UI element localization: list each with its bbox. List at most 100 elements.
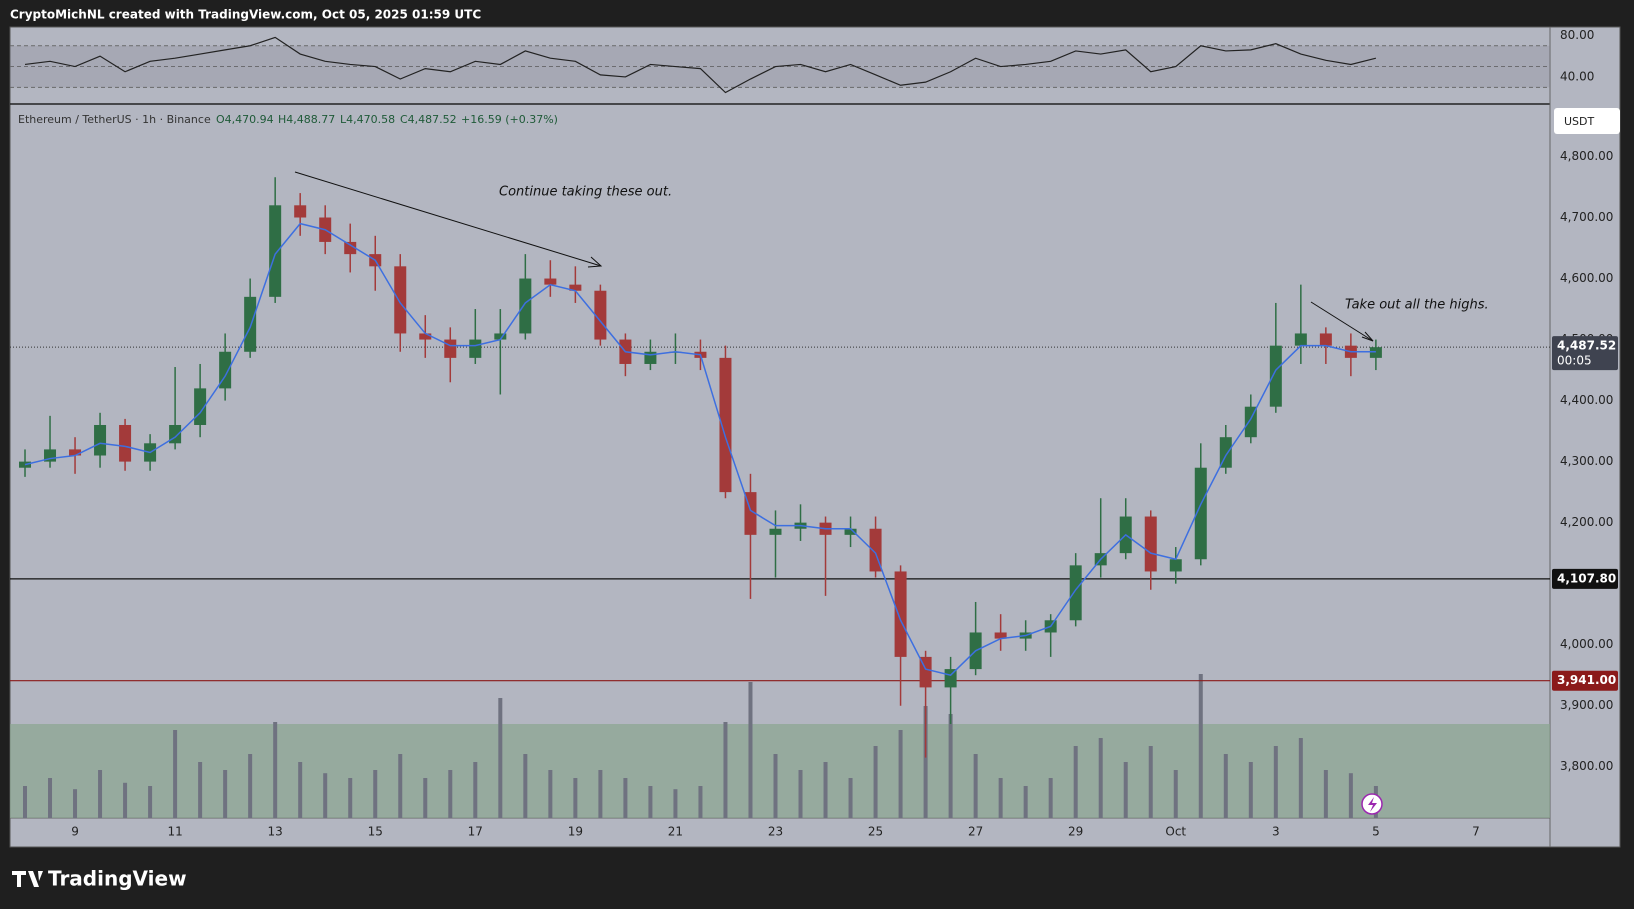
- volume-bar: [873, 746, 878, 818]
- volume-bar: [1348, 773, 1353, 818]
- candle-body: [219, 351, 232, 389]
- volume-bar: [623, 778, 628, 818]
- x-tick-label: 11: [167, 825, 182, 839]
- volume-bar: [848, 778, 853, 818]
- level-label-box: [1552, 670, 1618, 691]
- volume-bar: [798, 770, 803, 818]
- x-tick-label: 13: [268, 825, 283, 839]
- volume-bar: [948, 714, 953, 818]
- volume-bar: [1223, 754, 1228, 818]
- candle-body: [294, 205, 307, 218]
- volume-bar: [998, 778, 1003, 818]
- volume-bar: [898, 730, 903, 818]
- volume-bar: [473, 762, 478, 818]
- volume-bar: [748, 682, 753, 818]
- candle-body: [544, 278, 557, 285]
- volume-bar: [98, 770, 103, 818]
- x-tick-label: 25: [868, 825, 883, 839]
- y-tick-label: 4,000.00: [1560, 637, 1613, 651]
- candle-body: [944, 669, 957, 688]
- volume-bar: [673, 789, 678, 818]
- volume-bar: [273, 722, 278, 818]
- volume-bar: [523, 754, 528, 818]
- volume-bar: [373, 770, 378, 818]
- candle-body: [244, 296, 257, 352]
- candle-body: [994, 632, 1007, 639]
- change: +16.59 (+0.37%): [461, 113, 558, 126]
- arrow-head: [587, 256, 603, 268]
- currency[interactable]: USDT: [1564, 115, 1595, 128]
- volume-bar: [723, 722, 728, 818]
- volume-bar: [1273, 746, 1278, 818]
- volume-bar: [248, 754, 253, 818]
- symbol: Ethereum / TetherUS · 1h · Binance: [18, 113, 211, 126]
- level-label: 3,941.00: [1557, 673, 1616, 687]
- ohlc-high: H4,488.77: [278, 113, 335, 126]
- level-label-box: [1552, 568, 1618, 589]
- candle-body: [1319, 333, 1332, 346]
- logo-mark: [12, 871, 43, 887]
- x-tick-label: 3: [1272, 825, 1280, 839]
- candle-body: [119, 424, 132, 462]
- x-tick-label: Oct: [1165, 825, 1186, 839]
- x-tick-label: 29: [1068, 825, 1083, 839]
- volume-bar: [198, 762, 203, 818]
- volume-bar: [1198, 674, 1203, 818]
- volume-bar: [423, 778, 428, 818]
- credit: CryptoMichNL created with TradingView.co…: [10, 8, 481, 22]
- volume-bar: [73, 789, 78, 818]
- ohlc-open: O4,470.94: [216, 113, 274, 126]
- volume-bar: [23, 786, 28, 818]
- volume-bar: [173, 730, 178, 818]
- y-tick-label: 4,600.00: [1560, 271, 1613, 285]
- x-tick-label: 21: [668, 825, 683, 839]
- currency-box[interactable]: [1554, 108, 1620, 134]
- candle-body: [469, 339, 482, 358]
- chart-frame: [9, 26, 1621, 848]
- arrow: [294, 171, 602, 267]
- arrow-head: [1361, 331, 1374, 342]
- volume-bar: [1073, 746, 1078, 818]
- rsi-tick-label: 40.00: [1560, 69, 1594, 83]
- candle-body: [1294, 333, 1307, 346]
- candle-body: [494, 333, 507, 340]
- candle-body: [69, 449, 82, 456]
- candle-body: [1194, 467, 1207, 560]
- zone: [10, 724, 1550, 818]
- x-tick-label: 17: [468, 825, 483, 839]
- candle-body: [769, 528, 782, 535]
- volume-bar: [1248, 762, 1253, 818]
- y-tick-label: 3,900.00: [1560, 698, 1613, 712]
- x-tick-label: 23: [768, 825, 783, 839]
- candle-body: [594, 290, 607, 340]
- candle-body: [1169, 559, 1182, 572]
- current-price-label: 4,487.52: [1557, 339, 1616, 353]
- y-tick-label: 4,200.00: [1560, 515, 1613, 529]
- volume-bar: [573, 778, 578, 818]
- y-tick-label: 4,400.00: [1560, 393, 1613, 407]
- x-tick-label: 27: [968, 825, 983, 839]
- y-tick-label: 3,800.00: [1560, 759, 1613, 773]
- candle-body: [419, 333, 432, 340]
- candle-body: [1144, 516, 1157, 572]
- volume-bar: [973, 754, 978, 818]
- candle-body: [94, 424, 107, 456]
- x-tick-label: 9: [71, 825, 79, 839]
- moving-average: [24, 222, 1376, 677]
- volume-bar: [1298, 738, 1303, 818]
- candle-body: [394, 266, 407, 334]
- volume-bar: [48, 778, 53, 818]
- y-tick-label: 4,700.00: [1560, 210, 1613, 224]
- volume-bar: [1123, 762, 1128, 818]
- candle-body: [444, 339, 457, 358]
- candle-body: [344, 241, 357, 255]
- x-tick-label: 7: [1472, 825, 1480, 839]
- candle-body: [1069, 565, 1082, 621]
- x-tick-label: 5: [1372, 825, 1380, 839]
- volume-bar: [448, 770, 453, 818]
- level-label: 4,107.80: [1557, 571, 1616, 585]
- volume-bar: [923, 706, 928, 818]
- candle-body: [894, 571, 907, 657]
- volume-bar: [398, 754, 403, 818]
- volume-bar: [548, 770, 553, 818]
